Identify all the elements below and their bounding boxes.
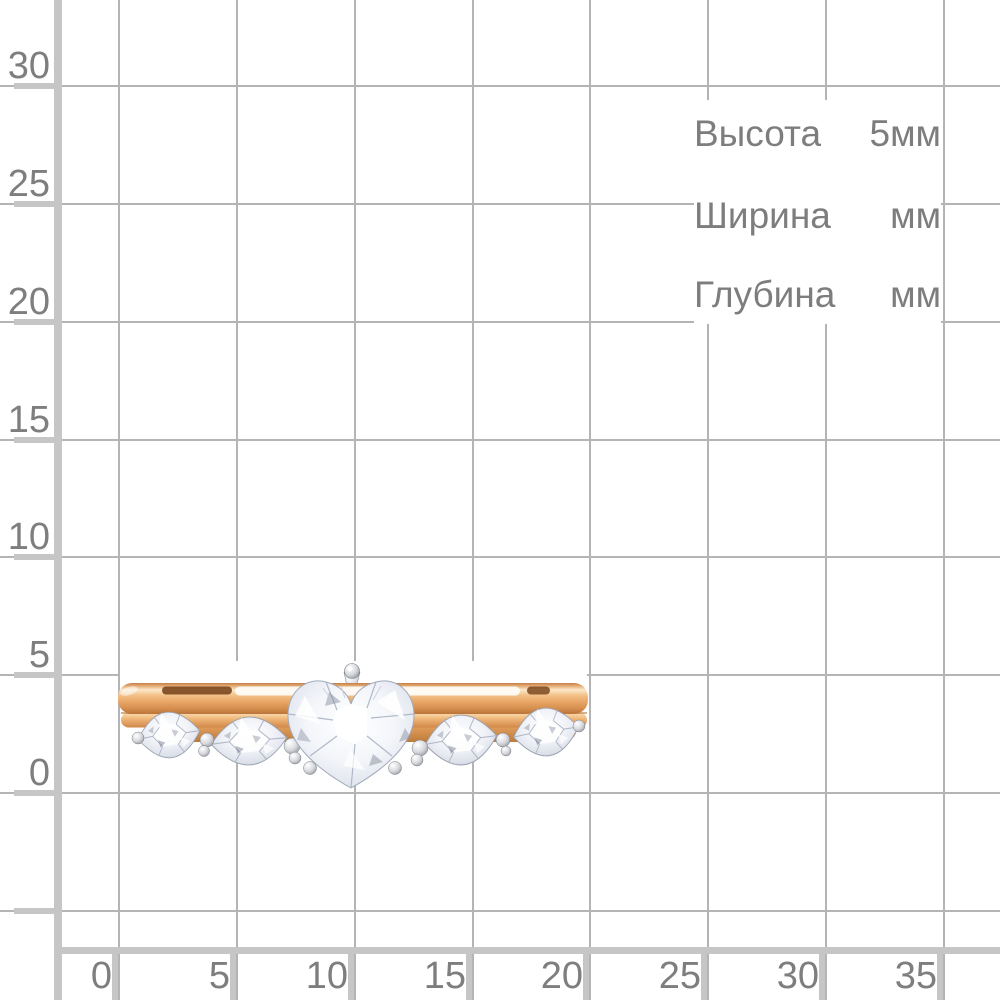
side-prongs — [131, 719, 586, 767]
x-axis-label: 15 — [423, 955, 466, 997]
grid-line — [707, 0, 709, 1000]
grid-line — [0, 439, 1000, 441]
y-axis-label: 30 — [7, 45, 50, 87]
spec-value-height: 5мм — [869, 113, 941, 154]
axis-tick — [14, 319, 62, 325]
heart-prongs — [303, 761, 402, 775]
spec-value-depth: мм — [890, 274, 941, 315]
grid-line — [236, 0, 238, 1000]
axis-tick — [583, 947, 589, 1000]
y-axis-label: 0 — [28, 752, 50, 794]
grid-line — [118, 0, 120, 1000]
grid-line — [0, 792, 1000, 794]
axis-tick — [14, 672, 62, 678]
y-axis-label: 10 — [7, 516, 50, 558]
spec-label-height: Высота — [694, 113, 822, 154]
ring-image — [118, 661, 588, 789]
axis-tick — [937, 947, 943, 1000]
axis-tick — [14, 437, 62, 443]
grid-line — [0, 321, 1000, 323]
x-axis-line — [54, 947, 1000, 954]
axis-tick — [701, 947, 707, 1000]
spec-row-depth: Глубина мм — [694, 267, 941, 323]
grid-line — [354, 0, 356, 1000]
axis-tick — [466, 947, 472, 1000]
grid-line — [589, 0, 591, 1000]
ring-photo — [105, 658, 600, 800]
grid-line — [472, 0, 474, 1000]
axis-tick — [14, 83, 62, 89]
heart-stone — [287, 680, 415, 789]
x-axis-label: 0 — [90, 955, 112, 997]
x-axis-label: 35 — [894, 955, 937, 997]
y-axis-label: 20 — [7, 281, 50, 323]
y-axis-label: 25 — [7, 163, 50, 205]
x-axis-label: 10 — [305, 955, 348, 997]
axis-tick — [112, 947, 118, 1000]
grid-line — [0, 556, 1000, 558]
x-axis-label: 5 — [208, 955, 230, 997]
y-axis-line — [54, 0, 62, 1000]
axis-tick — [819, 947, 825, 1000]
y-axis-label: 15 — [7, 399, 50, 441]
x-axis-label: 25 — [658, 955, 701, 997]
spec-value-width: мм — [890, 195, 941, 236]
spec-label-width: Ширина — [694, 195, 831, 236]
axis-tick — [14, 554, 62, 560]
axis-tick — [14, 790, 62, 796]
grid-line — [0, 85, 1000, 87]
axis-tick — [348, 947, 354, 1000]
axis-tick — [14, 201, 62, 207]
grid-line — [0, 203, 1000, 205]
center-prong — [344, 663, 360, 679]
y-axis-label: 5 — [28, 634, 50, 676]
spec-label-depth: Глубина — [694, 274, 836, 315]
x-axis-label: 20 — [540, 955, 583, 997]
x-axis-label: 30 — [776, 955, 819, 997]
spec-row-height: Высота 5мм — [694, 106, 941, 162]
axis-tick — [230, 947, 236, 1000]
grid-line — [825, 0, 827, 1000]
grid-line — [0, 910, 1000, 912]
spec-row-width: Ширина мм — [694, 188, 941, 244]
axis-tick — [14, 908, 62, 914]
grid-line — [943, 0, 945, 1000]
